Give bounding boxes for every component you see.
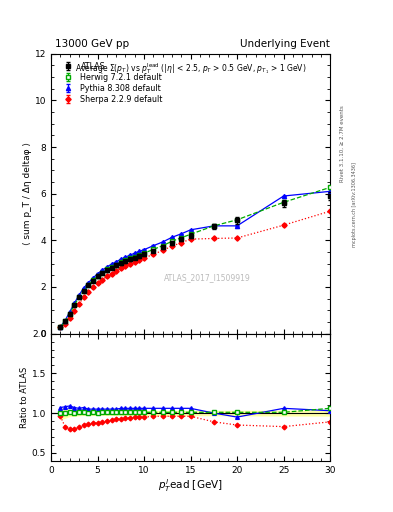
Y-axis label: Ratio to ATLAS: Ratio to ATLAS [20,367,29,428]
X-axis label: $p_T^l$ead [GeV]: $p_T^l$ead [GeV] [158,477,223,494]
Y-axis label: ⟨ sum p_T / Δη deltaφ ⟩: ⟨ sum p_T / Δη deltaφ ⟩ [23,142,32,245]
Text: mcplots.cern.ch [arXiv:1306.3436]: mcplots.cern.ch [arXiv:1306.3436] [352,162,357,247]
Text: 13000 GeV pp: 13000 GeV pp [55,38,129,49]
Text: Average $\Sigma(p_T)$ vs $p_T^{\rm lead}$ ($|\eta|$ < 2.5, $p_T$ > 0.5 GeV, $p_{: Average $\Sigma(p_T)$ vs $p_T^{\rm lead}… [75,61,307,76]
Text: Rivet 3.1.10, ≥ 2.7M events: Rivet 3.1.10, ≥ 2.7M events [340,105,345,182]
Text: Underlying Event: Underlying Event [240,38,330,49]
Legend: ATLAS, Herwig 7.2.1 default, Pythia 8.308 default, Sherpa 2.2.9 default: ATLAS, Herwig 7.2.1 default, Pythia 8.30… [58,60,164,106]
Text: ATLAS_2017_I1509919: ATLAS_2017_I1509919 [164,273,251,282]
